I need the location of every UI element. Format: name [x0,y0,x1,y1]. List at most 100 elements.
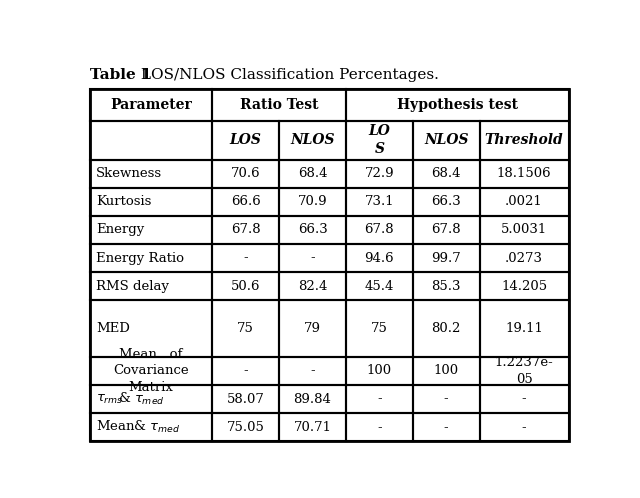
Bar [346,89,568,121]
Text: Hypothesis test: Hypothesis test [397,98,518,112]
Text: MED: MED [96,322,130,335]
Text: Mean   of
Covariance
Matrix: Mean of Covariance Matrix [113,348,189,394]
Bar [479,272,568,300]
Text: & $\tau_{med}$: & $\tau_{med}$ [118,391,164,407]
Text: 100: 100 [367,365,392,377]
Bar [479,244,568,272]
Text: 70.6: 70.6 [231,167,260,180]
Text: 68.4: 68.4 [431,167,461,180]
Bar [90,300,212,357]
Text: 70.71: 70.71 [294,421,332,434]
Bar [413,216,479,244]
Bar [212,89,346,121]
Text: 73.1: 73.1 [365,195,394,208]
Bar [279,121,346,160]
Text: 1.2237e-
05: 1.2237e- 05 [495,356,554,386]
Text: 100: 100 [433,365,459,377]
Bar [279,385,346,413]
Bar [413,121,479,160]
Text: .0273: .0273 [505,251,543,264]
Text: Kurtosis: Kurtosis [96,195,151,208]
Bar [413,413,479,441]
Bar [346,300,413,357]
Text: 75: 75 [237,322,254,335]
Text: NLOS: NLOS [424,133,468,147]
Text: 19.11: 19.11 [505,322,543,335]
Bar [479,357,568,385]
Text: LO
S: LO S [369,124,390,156]
Text: 75: 75 [371,322,388,335]
Bar [346,188,413,216]
Bar [346,160,413,188]
Bar [413,272,479,300]
Bar [212,160,279,188]
Text: -: - [310,251,315,264]
Text: RMS delay: RMS delay [96,280,169,293]
Bar [212,121,279,160]
Text: 94.6: 94.6 [365,251,394,264]
Text: Threshold: Threshold [484,133,563,147]
Text: 67.8: 67.8 [231,224,260,237]
Text: LOS: LOS [230,133,262,147]
Text: .0021: .0021 [505,195,543,208]
Bar [479,160,568,188]
Bar [212,413,279,441]
Text: 66.3: 66.3 [298,224,328,237]
Text: 66.3: 66.3 [431,195,461,208]
Bar [346,216,413,244]
Text: 45.4: 45.4 [365,280,394,293]
Bar [212,188,279,216]
Text: -: - [522,421,526,434]
Text: 70.9: 70.9 [298,195,327,208]
Bar [279,357,346,385]
Bar [279,272,346,300]
Text: 18.1506: 18.1506 [497,167,551,180]
Bar [479,413,568,441]
Bar [212,300,279,357]
Bar [413,385,479,413]
Text: 72.9: 72.9 [365,167,394,180]
Bar [479,300,568,357]
Text: 5.0031: 5.0031 [501,224,547,237]
Bar [479,188,568,216]
Text: -: - [522,392,526,405]
Text: 67.8: 67.8 [431,224,461,237]
Bar [212,385,279,413]
Bar [212,244,279,272]
Text: -: - [377,392,381,405]
Text: 85.3: 85.3 [431,280,461,293]
Bar [346,272,413,300]
Bar [413,188,479,216]
Bar [279,188,346,216]
Bar [346,385,413,413]
Text: 14.205: 14.205 [501,280,547,293]
Text: Ratio Test: Ratio Test [240,98,318,112]
Text: 50.6: 50.6 [231,280,260,293]
Text: 66.6: 66.6 [231,195,260,208]
Bar [90,272,212,300]
Text: Parameter: Parameter [110,98,192,112]
Text: 58.07: 58.07 [227,392,265,405]
Bar [90,385,212,413]
Bar [346,244,413,272]
Text: NLOS: NLOS [291,133,335,147]
Bar [479,216,568,244]
Text: 89.84: 89.84 [294,392,332,405]
Bar [346,413,413,441]
Bar [212,272,279,300]
Bar [90,244,212,272]
Bar [212,216,279,244]
Bar [90,357,212,385]
Bar [90,413,212,441]
Bar [413,357,479,385]
Text: 79: 79 [304,322,321,335]
Bar [90,121,212,160]
Bar [279,413,346,441]
Text: Energy Ratio: Energy Ratio [96,251,184,264]
Bar [90,216,212,244]
Text: -: - [243,365,248,377]
Bar [90,89,212,121]
Bar [212,357,279,385]
Text: Energy: Energy [96,224,144,237]
Bar [479,385,568,413]
